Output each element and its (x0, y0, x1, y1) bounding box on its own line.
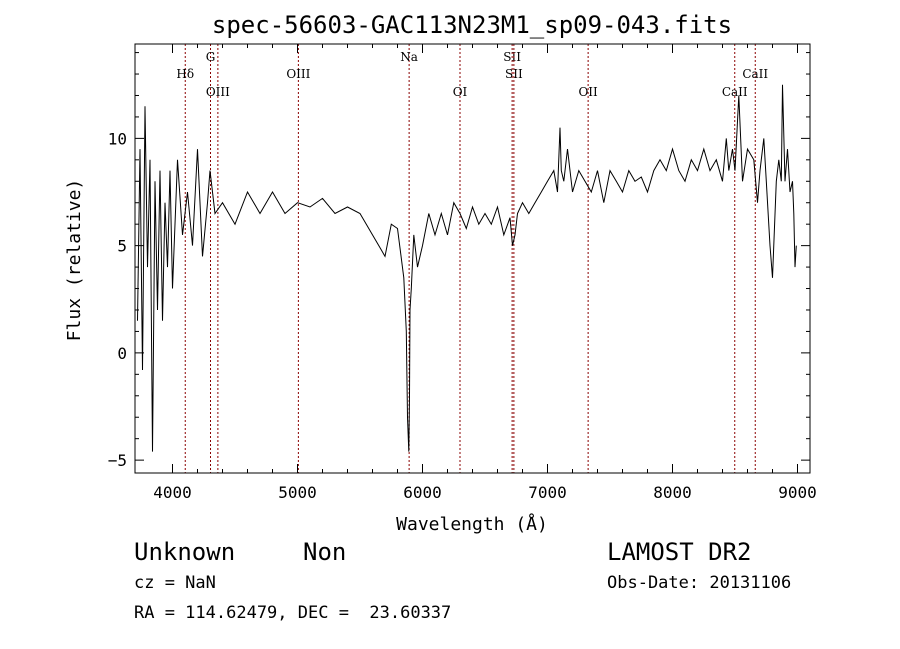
x-tick-label: 9000 (778, 483, 817, 502)
marker-label: CaII (722, 85, 748, 99)
plot-frame (134, 43, 811, 474)
spectrum-series (137, 84, 797, 452)
x-tick-label: 5000 (278, 483, 317, 502)
x-tick-label: 4000 (153, 483, 192, 502)
marker-label: OIII (206, 85, 230, 99)
axes: 4000 5000 6000 7000 8000 9000 −5 0 5 10 (108, 44, 817, 502)
x-tick-label: 8000 (653, 483, 692, 502)
marker-label: Hδ (176, 67, 194, 81)
x-tick-label: 6000 (403, 483, 442, 502)
x-tick-label: 7000 (528, 483, 567, 502)
marker-label: G (206, 50, 216, 64)
y-tick-label: 5 (117, 237, 127, 256)
line-markers: Hδ G OIII OIII Na OI SII SII OII CaII CaII (176, 44, 768, 473)
marker-label: CaII (742, 67, 768, 81)
redshift-line: cz = NaN (134, 573, 216, 593)
y-tick-label: −5 (108, 451, 127, 470)
x-axis-label: Wavelength (Å) (396, 513, 548, 535)
y-tick-label: 10 (108, 129, 127, 148)
survey-label: LAMOST DR2 (607, 538, 752, 566)
marker-label: OII (578, 85, 598, 99)
object-type: Unknown (134, 538, 236, 566)
marker-label: OIII (286, 67, 310, 81)
object-subclass: Non (303, 538, 347, 566)
marker-label: OI (453, 85, 468, 99)
marker-label: Na (400, 50, 418, 64)
spectrum-line (137, 84, 797, 452)
y-axis-label: Flux (relative) (64, 179, 85, 342)
coords-line: RA = 114.62479, DEC = 23.60337 (134, 603, 452, 623)
chart-title: spec-56603-GAC113N23M1_sp09-043.fits (212, 11, 732, 39)
obs-date: Obs-Date: 20131106 (607, 573, 792, 593)
y-tick-label: 0 (117, 344, 127, 363)
marker-label: SII (503, 50, 521, 64)
marker-label: SII (505, 67, 523, 81)
